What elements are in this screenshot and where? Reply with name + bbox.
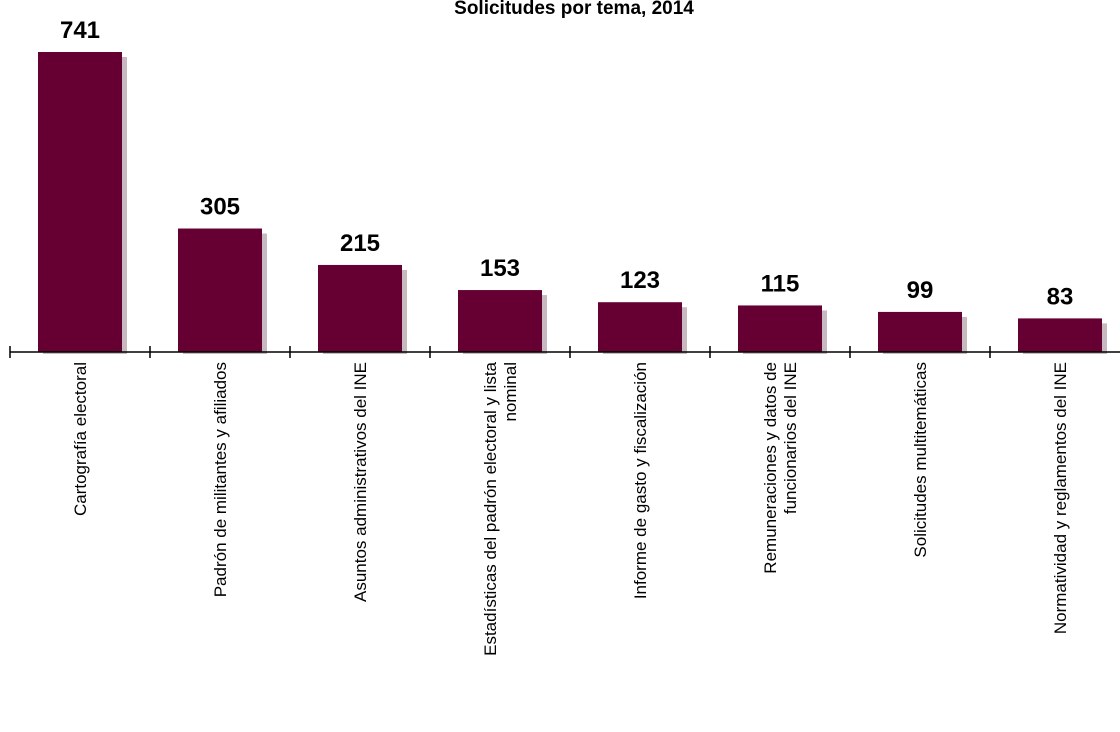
bar (458, 290, 542, 352)
bar (598, 302, 682, 352)
category-label-line: Cartografía electoral (71, 362, 90, 516)
category-label: Asuntos administrativos del INE (351, 362, 370, 602)
category-label-line: Informe de gasto y fiscalización (631, 362, 650, 599)
value-label: 83 (1047, 283, 1074, 310)
bar (38, 52, 122, 352)
bar (1018, 318, 1102, 352)
value-label: 115 (761, 270, 800, 297)
category-label: Informe de gasto y fiscalización (631, 362, 650, 599)
category-label: Normatividad y reglamentos del INE (1051, 362, 1070, 634)
category-label: Cartografía electoral (71, 362, 90, 516)
bar (738, 305, 822, 352)
category-label: Solicitudes multitemáticas (911, 362, 930, 558)
chart-title: Solicitudes por tema, 2014 (454, 0, 694, 19)
category-labels: Cartografía electoral Padrón de militante… (71, 361, 1070, 655)
category-label: Padrón de militantes y afiliados (211, 362, 230, 597)
value-label: 123 (620, 267, 660, 294)
value-label: 99 (907, 277, 934, 304)
category-label-line: funcionarios del INE (781, 362, 800, 514)
bars (38, 52, 1102, 352)
value-label: 305 (200, 194, 240, 221)
category-label-line: Asuntos administrativos del INE (351, 362, 370, 602)
bar (178, 228, 262, 352)
value-labels: 741 305 215 153 123 115 99 83 (60, 17, 1073, 310)
category-label-line: Estadísticas del padrón electoral y list… (481, 361, 500, 655)
x-axis-ticks (9, 346, 991, 358)
value-label: 153 (480, 255, 520, 282)
value-label: 215 (340, 230, 380, 257)
bar (318, 264, 402, 352)
bar (878, 311, 962, 352)
category-label: Estadísticas del padrón electoral y list… (481, 361, 520, 655)
category-label-line: Solicitudes multitemáticas (911, 362, 930, 558)
category-label-line: Normatividad y reglamentos del INE (1051, 362, 1070, 634)
category-label-line: Remuneraciones y datos de (761, 362, 780, 574)
category-label: Remuneraciones y datos defuncionarios de… (761, 362, 800, 574)
category-label-line: nominal (501, 362, 520, 422)
category-label-line: Padrón de militantes y afiliados (211, 362, 230, 597)
value-label: 741 (60, 17, 100, 44)
